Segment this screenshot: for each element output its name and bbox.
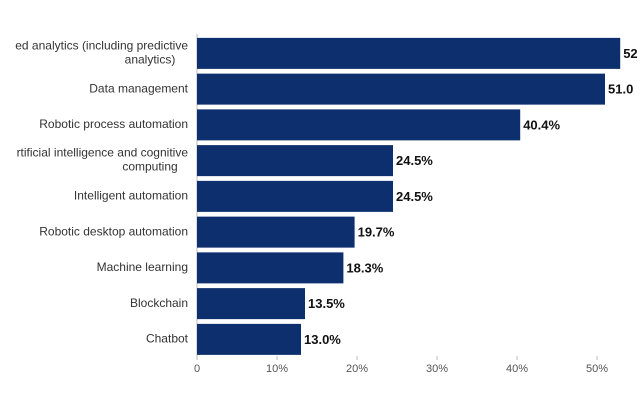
x-tick-label: 10%	[266, 363, 288, 375]
category-label: rtificial intelligence and cognitive comp…	[17, 146, 189, 174]
bar	[197, 37, 621, 69]
value-label: 24.5%	[396, 189, 433, 204]
label-line: analytics)	[125, 53, 176, 67]
value-label: 40.4%	[523, 117, 560, 132]
category-label: Data management	[89, 81, 188, 95]
bar	[197, 145, 393, 177]
value-label: 18.3%	[346, 260, 383, 275]
x-tick-label: 40%	[506, 363, 528, 375]
label-line: rtificial intelligence and cognitive	[17, 146, 189, 160]
value-label: 13.0%	[304, 332, 341, 347]
bar	[197, 323, 301, 355]
x-tick-label: 20%	[346, 363, 368, 375]
label-line: computing	[122, 160, 177, 174]
x-tick-label: 0	[194, 363, 200, 375]
value-label: 24.5%	[396, 153, 433, 168]
bar	[197, 109, 521, 141]
x-tick-label: 30%	[426, 363, 448, 375]
value-label: 19.7%	[358, 225, 395, 240]
x-tick-label: 50%	[586, 363, 608, 375]
category-label: Chatbot	[146, 332, 189, 346]
bar	[197, 73, 605, 105]
category-label: ed analytics (including predictive analyt…	[15, 39, 188, 67]
bar	[197, 288, 305, 320]
category-label: Machine learning	[97, 260, 188, 274]
category-label: Intelligent automation	[74, 189, 188, 203]
bar	[197, 216, 355, 248]
bar	[197, 252, 344, 284]
value-label: 51.0	[608, 82, 633, 97]
value-label: 13.5%	[308, 296, 345, 311]
category-label: Robotic desktop automation	[39, 224, 188, 238]
bar	[197, 180, 393, 212]
value-label: 52	[623, 46, 637, 61]
label-line: ed analytics (including predictive	[15, 39, 188, 53]
category-label: Blockchain	[130, 296, 188, 310]
category-label: Robotic process automation	[39, 117, 188, 131]
